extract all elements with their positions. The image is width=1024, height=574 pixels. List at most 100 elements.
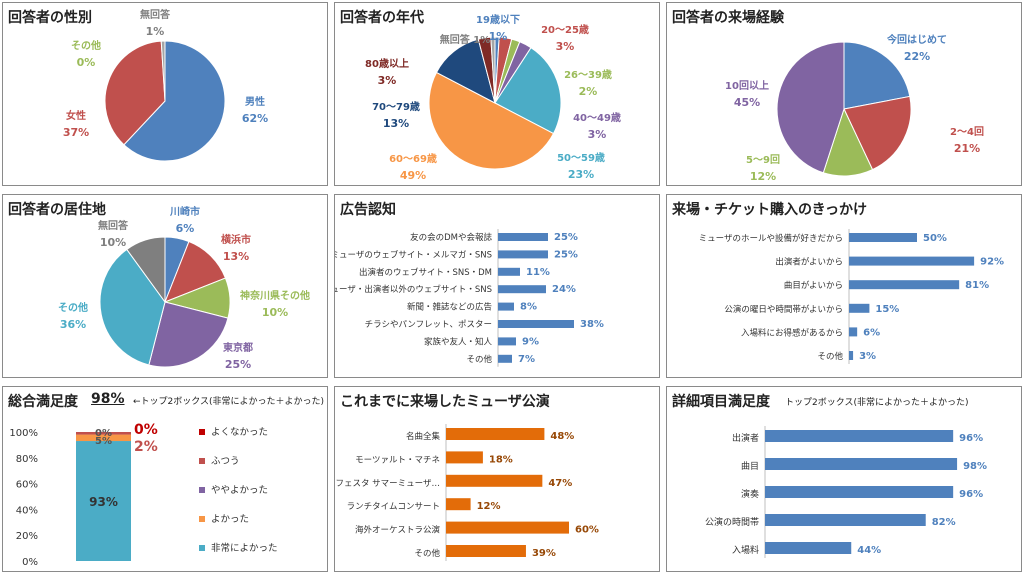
chart-panel-detail: 詳細項目満足度 トップ2ボックス(非常によかった＋よかった) 出演者 96% 曲目 9… (666, 386, 1022, 572)
bar (446, 545, 526, 557)
category-tick-label: 友の会のDMや会報誌 (410, 232, 492, 243)
legend-swatch (199, 516, 205, 522)
category-tick-label: フェスタ サマーミューザ… (335, 479, 440, 489)
slice-value: 6% (176, 222, 195, 235)
chart-title: 回答者の来場経験 (672, 10, 784, 26)
slice-label: 女性 (66, 109, 86, 122)
y-tick-label: 20% (16, 531, 38, 542)
bar-data-label: 3% (859, 351, 876, 362)
stacked-segment (76, 441, 131, 561)
bar-data-label: 50% (923, 233, 947, 244)
bar (498, 267, 520, 276)
slice-value: 62% (242, 112, 268, 125)
category-tick-label: 演奏 (741, 488, 759, 500)
slice-label: 今回はじめて (886, 33, 947, 46)
slice-label: 2～4回 (950, 126, 984, 138)
category-tick-label: チラシやパンフレット、ポスター (365, 320, 492, 330)
chart-title: 広告認知 (340, 202, 396, 218)
slice-value: 13% (223, 250, 249, 263)
slice-label: 川崎市 (169, 205, 200, 218)
slice-value: 2% (579, 85, 598, 98)
overall-stacked-bar-chart: 100%80%60%40%20%0%93%5%0% 0%2%よくなかったふつうやや… (9, 422, 277, 568)
segment-label: 0% (95, 428, 112, 439)
bar-data-label: 8% (520, 302, 537, 313)
bar-data-label: 12% (477, 501, 501, 512)
chart-panel-residence: 回答者の居住地 川崎市 6% 横浜市 13% 神奈川県その他 10% 東京都 25% その他 36… (2, 194, 328, 378)
slice-value: 21% (954, 142, 980, 155)
slice-label: 横浜市 (221, 233, 251, 246)
bar (498, 302, 514, 311)
chart-title: 来場・チケット購入のきっかけ (672, 202, 868, 218)
slice-value: 1% (146, 25, 165, 38)
chart-panel-motive: 来場・チケット購入のきっかけ ミューザのホールや設備が好きだから 50% 出演者がよ… (666, 194, 1022, 378)
legend-label: よくなかった (211, 427, 268, 438)
slice-label: 26～39歳 (564, 68, 612, 81)
visits-pie-chart: 今回はじめて 22% 2～4回 21% 5～9回 12% 10回以上 45% (725, 33, 984, 183)
slice-value: 1% (489, 30, 508, 43)
bar (498, 233, 548, 241)
bar-data-label: 25% (554, 249, 578, 260)
pie-slice (148, 301, 229, 368)
slice-label: 10回以上 (725, 79, 769, 92)
bar (498, 285, 546, 294)
chart-title: これまでに来場したミューザ公演 (340, 394, 550, 410)
category-tick-label: ランチタイムコンサート (347, 502, 440, 512)
bar-data-label: 25% (554, 232, 578, 243)
bar-data-label: 60% (575, 525, 599, 536)
category-tick-label: ミューザのウェブサイト・メルマガ・SNS (335, 249, 492, 260)
bar (446, 498, 471, 511)
bar (765, 542, 852, 554)
slice-value: 13% (383, 117, 409, 130)
slice-value: 22% (904, 50, 930, 63)
slice-label: 無回答 1% (440, 33, 490, 46)
pie-slice (776, 41, 845, 174)
bar (765, 458, 958, 470)
bar (446, 451, 483, 464)
pie-slice (123, 40, 226, 162)
category-tick-label: ミューザ・出演者以外のウェブサイト・SNS (335, 284, 492, 295)
motive-bar-chart: ミューザのホールや設備が好きだから 50% 出演者がよいから 92% 曲目がよいから 81… (699, 229, 1004, 364)
bar-data-label: 96% (959, 433, 983, 444)
bar-data-label: 47% (548, 478, 572, 489)
bar-data-label: 7% (518, 354, 535, 365)
category-tick-label: ミューザのホールや設備が好きだから (699, 233, 843, 244)
bar (446, 428, 545, 440)
legend-label: ふつう (211, 456, 240, 467)
pie-slice (428, 71, 555, 170)
slice-value: 49% (400, 169, 426, 182)
pie-slice (160, 40, 166, 102)
bar (498, 354, 512, 363)
segment-label: 5% (95, 436, 112, 447)
bar (849, 351, 854, 360)
y-tick-label: 100% (9, 428, 38, 439)
category-tick-label: 公演の曜日や時間帯がよいから (724, 304, 843, 315)
bar-data-label: 96% (959, 489, 983, 500)
legend-swatch (199, 545, 205, 551)
chart-panel-visits: 回答者の来場経験 今回はじめて 22% 2～4回 21% 5～9回 12% 10回以上 45% (666, 2, 1022, 186)
slice-label: 東京都 (223, 341, 253, 354)
slice-label: 19歳以下 (476, 13, 520, 26)
past-bar-chart: 名曲全集 48% モーツァルト・マチネ 18% フェスタ サマーミューザ… 47% ランチタ… (335, 424, 599, 561)
bar (849, 280, 960, 290)
slice-value: 37% (63, 126, 89, 139)
bar (849, 233, 917, 242)
y-tick-label: 60% (16, 480, 38, 491)
pie-slice (490, 36, 496, 104)
bar-data-label: 18% (489, 454, 513, 465)
bar-data-label: 39% (532, 548, 556, 559)
bar-data-label: 6% (863, 327, 880, 338)
slice-value: 45% (734, 96, 760, 109)
chart-panel-past: これまでに来場したミューザ公演 名曲全集 48% モーツァルト・マチネ 18% フェスタ… (334, 386, 660, 572)
slice-value: 10% (100, 236, 126, 249)
slice-value: 12% (750, 170, 776, 183)
residence-pie-chart: 川崎市 6% 横浜市 13% 神奈川県その他 10% 東京都 25% その他 36% 無回答 10% (58, 205, 310, 371)
stacked-segment (76, 432, 131, 435)
category-tick-label: その他 (414, 548, 440, 559)
slice-value: 23% (568, 168, 594, 181)
age-pie-chart: 19歳以下 1% 20～25歳 3% 26～39歳 2% 40～49歳 3% 50～59歳 23%… (365, 13, 621, 182)
bar-data-label: 81% (965, 280, 989, 291)
bar-data-label: 98% (963, 461, 987, 472)
slice-label: 60～69歳 (389, 152, 437, 165)
segment-label: 93% (89, 495, 118, 509)
category-tick-label: 家族や友人・知人 (424, 336, 493, 347)
